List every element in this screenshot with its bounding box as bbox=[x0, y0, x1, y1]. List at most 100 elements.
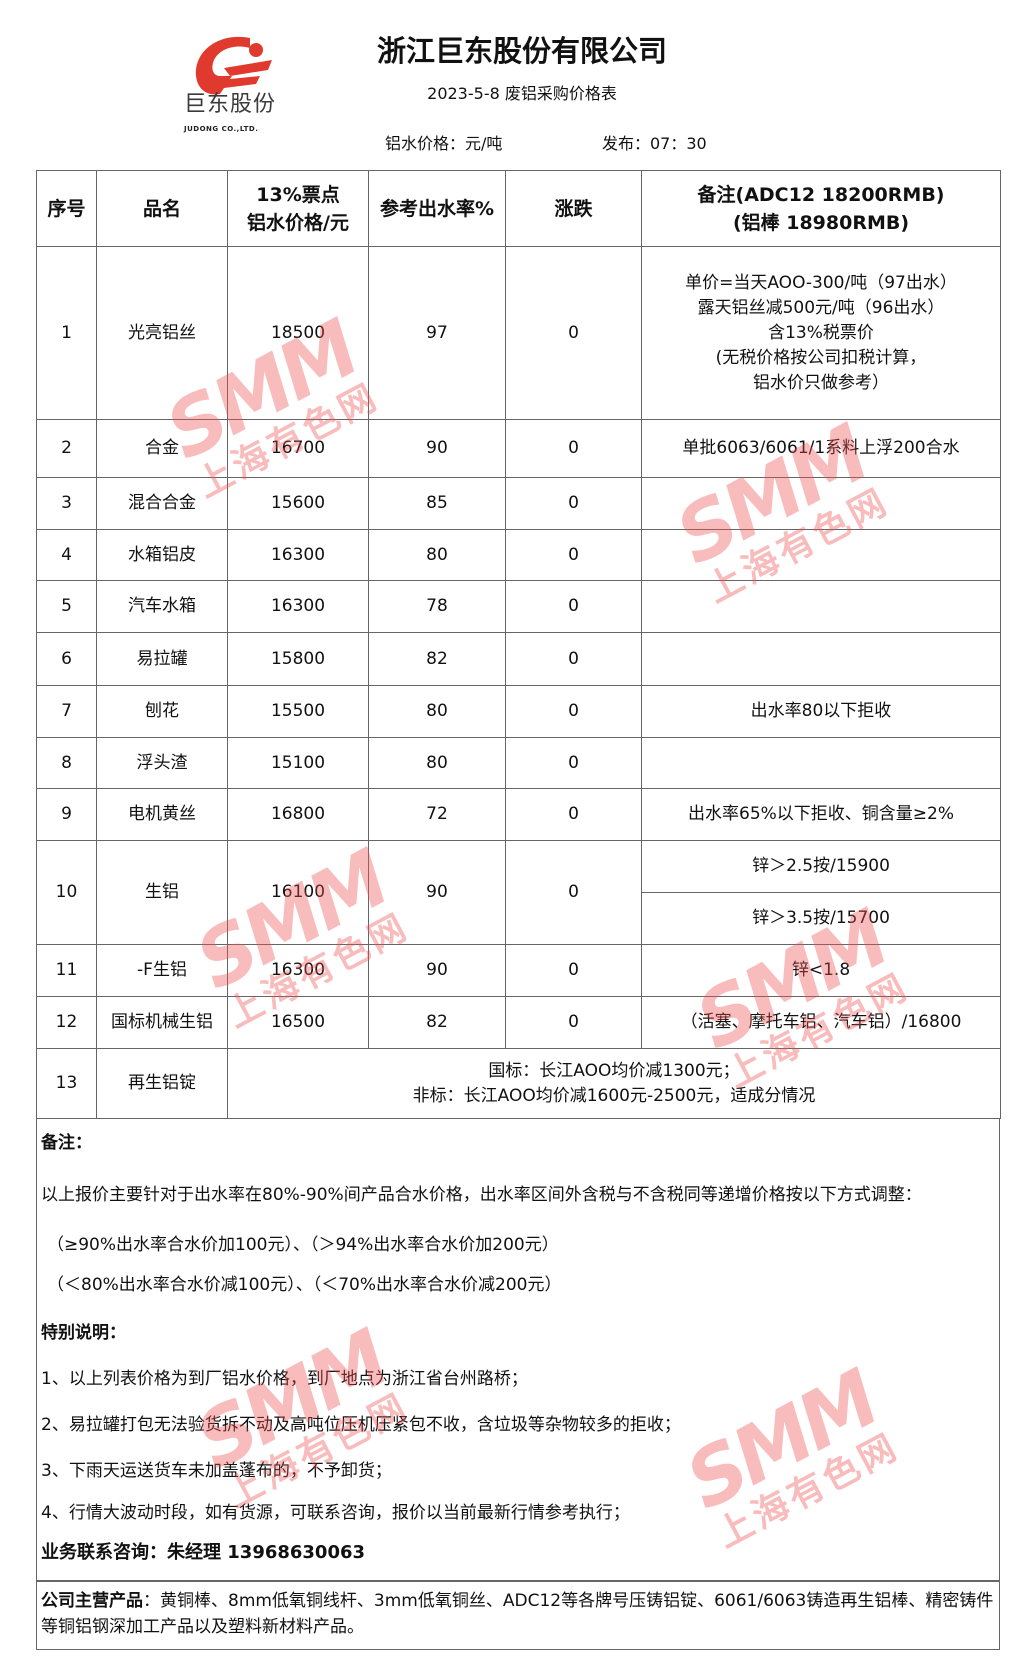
header-change: 涨跌 bbox=[505, 170, 642, 247]
cell-no: 13 bbox=[36, 1048, 97, 1119]
cell-name: 光亮铝丝 bbox=[96, 246, 228, 420]
company-products: 公司主营产品：黄铜棒、8mm低氧铜线杆、3mm低氧铜丝、ADC12等各牌号压铸铝… bbox=[36, 1581, 1000, 1650]
table-row: 5 汽车水箱 16300 78 0 bbox=[36, 580, 1001, 633]
cell-name: 电机黄丝 bbox=[96, 788, 228, 841]
cell-no: 10 bbox=[36, 840, 97, 945]
document-subtitle: 2023-5-8 废铝采购价格表 bbox=[427, 84, 617, 103]
cell-price: 16100 bbox=[227, 840, 369, 945]
cell-price: 16700 bbox=[227, 419, 369, 478]
special-title: 特别说明： bbox=[41, 1323, 126, 1343]
logo-text-en: JUDONG CO.,LTD. bbox=[184, 125, 259, 133]
cell-name: 合金 bbox=[96, 419, 228, 478]
cell-change: 0 bbox=[505, 944, 642, 997]
cell-rate: 80 bbox=[368, 529, 506, 581]
cell-name: 国标机械生铝 bbox=[96, 996, 228, 1049]
cell-price: 16500 bbox=[227, 996, 369, 1049]
cell-name: 混合合金 bbox=[96, 477, 228, 530]
cell-name: 汽车水箱 bbox=[96, 580, 228, 633]
cell-change: 0 bbox=[505, 685, 642, 738]
header-no: 序号 bbox=[36, 170, 97, 247]
notes-line: （＜80%出水率合水价减100元）、（＜70%出水率合水价减200元） bbox=[47, 1275, 562, 1295]
publish-time: 发布：07：30 bbox=[602, 134, 707, 153]
header-rate: 参考出水率% bbox=[368, 170, 506, 247]
cell-note: 锌<1.8 bbox=[641, 944, 1001, 997]
cell-change: 0 bbox=[505, 840, 642, 945]
cell-price: 16800 bbox=[227, 788, 369, 841]
cell-note: 出水率80以下拒收 bbox=[641, 685, 1001, 738]
table-row: 10 生铝 16100 90 0 锌＞2.5按/15900 bbox=[36, 840, 1001, 945]
price-table: 序号 品名 13%票点 铝水价格/元 参考出水率% 涨跌 备注(ADC12 18… bbox=[36, 170, 1001, 1119]
cell-rate: 72 bbox=[368, 788, 506, 841]
cell-rate: 90 bbox=[368, 944, 506, 997]
cell-merged-note: 国标：长江AOO均价减1300元； 非标：长江AOO均价减1600元-2500元… bbox=[227, 1048, 1001, 1119]
table-row: 12 国标机械生铝 16500 82 0 （活塞、摩托车铝、汽车铝）/16800 bbox=[36, 996, 1001, 1049]
special-item: 2、易拉罐打包无法验货拆不动及高吨位压机压紧包不收，含垃圾等杂物较多的拒收； bbox=[41, 1415, 681, 1435]
cell-name: 生铝 bbox=[96, 840, 228, 945]
table-row: 锌＞3.5按/15700 bbox=[37, 892, 1001, 945]
cell-name: 浮头渣 bbox=[96, 737, 228, 789]
cell-no: 3 bbox=[36, 477, 97, 530]
cell-note bbox=[641, 580, 1001, 633]
cell-change: 0 bbox=[505, 996, 642, 1049]
cell-no: 7 bbox=[36, 685, 97, 738]
notes-line: （≥90%出水率合水价加100元）、（＞94%出水率合水价加200元） bbox=[47, 1235, 559, 1255]
cell-no: 1 bbox=[36, 246, 97, 420]
cell-change: 0 bbox=[505, 529, 642, 581]
price-unit: 铝水价格：元/吨 bbox=[385, 134, 503, 153]
cell-no: 9 bbox=[36, 788, 97, 841]
cell-name: 易拉罐 bbox=[96, 632, 228, 686]
company-title: 浙江巨东股份有限公司 bbox=[376, 34, 667, 68]
notes-line: 以上报价主要针对于出水率在80%-90%间产品合水价格，出水率区间外含税与不含税… bbox=[41, 1185, 922, 1205]
products-label: 公司主营产品 bbox=[41, 1591, 143, 1611]
cell-no: 6 bbox=[36, 632, 97, 686]
cell-price: 15100 bbox=[227, 737, 369, 789]
table-row: 7 刨花 15500 80 0 出水率80以下拒收 bbox=[36, 685, 1001, 738]
cell-note bbox=[641, 529, 1001, 581]
table-row: 6 易拉罐 15800 82 0 bbox=[36, 632, 1001, 686]
cell-change: 0 bbox=[505, 737, 642, 789]
cell-price: 16300 bbox=[227, 529, 369, 581]
company-logo bbox=[195, 36, 272, 95]
header-note: 备注(ADC12 18200RMB) (铝棒 18980RMB) bbox=[641, 170, 1001, 247]
notes-section: 备注： 以上报价主要针对于出水率在80%-90%间产品合水价格，出水率区间外含税… bbox=[36, 1118, 1000, 1581]
table-row: 13 再生铝锭 国标：长江AOO均价减1300元； 非标：长江AOO均价减1600元… bbox=[36, 1048, 1001, 1119]
table-row: 11 -F生铝 16300 90 0 锌<1.8 bbox=[36, 944, 1001, 997]
cell-note: 锌＞3.5按/15700 bbox=[641, 892, 1001, 945]
cell-name: -F生铝 bbox=[96, 944, 228, 997]
table-row: 9 电机黄丝 16800 72 0 出水率65%以下拒收、铜含量≥2% bbox=[36, 788, 1001, 841]
notes-title: 备注： bbox=[41, 1133, 92, 1153]
cell-change: 0 bbox=[505, 632, 642, 686]
table-header-row: 序号 品名 13%票点 铝水价格/元 参考出水率% 涨跌 备注(ADC12 18… bbox=[36, 170, 1001, 247]
header-name: 品名 bbox=[96, 170, 228, 247]
cell-note: 锌＞2.5按/15900 bbox=[641, 840, 1001, 893]
cell-price: 15600 bbox=[227, 477, 369, 530]
cell-no: 5 bbox=[36, 580, 97, 633]
logo-text-cn: 巨东股份 bbox=[184, 92, 277, 117]
cell-rate: 82 bbox=[368, 996, 506, 1049]
table-row: 1 光亮铝丝 18500 97 0 单价=当天AOO-300/吨（97出水） 露天铝丝减5… bbox=[36, 246, 1001, 420]
special-item: 4、行情大波动时段，如有货源，可联系咨询，报价以当前最新行情参考执行； bbox=[41, 1503, 630, 1523]
table-row: 2 合金 16700 90 0 单批6063/6061/1系料上浮200合水 bbox=[36, 419, 1001, 478]
cell-no: 12 bbox=[36, 996, 97, 1049]
special-item: 3、下雨天运送货车未加盖蓬布的，不予卸货； bbox=[41, 1461, 392, 1481]
cell-price: 16300 bbox=[227, 944, 369, 997]
cell-rate: 90 bbox=[368, 419, 506, 478]
table-row: 3 混合合金 15600 85 0 bbox=[36, 477, 1001, 530]
cell-change: 0 bbox=[505, 246, 642, 420]
cell-rate: 82 bbox=[368, 632, 506, 686]
special-item: 1、以上列表价格为到厂铝水价格，到厂地点为浙江省台州路桥； bbox=[41, 1369, 528, 1389]
table-row: 8 浮头渣 15100 80 0 bbox=[36, 737, 1001, 789]
cell-note: 单批6063/6061/1系料上浮200合水 bbox=[641, 419, 1001, 478]
products-text: ：黄铜棒、8mm低氧铜线杆、3mm低氧铜丝、ADC12等各牌号压铸铝锭、6061… bbox=[41, 1591, 994, 1637]
cell-note: 单价=当天AOO-300/吨（97出水） 露天铝丝减500元/吨（96出水） 含… bbox=[641, 246, 1001, 420]
cell-price: 15500 bbox=[227, 685, 369, 738]
cell-rate: 78 bbox=[368, 580, 506, 633]
cell-change: 0 bbox=[505, 788, 642, 841]
contact-info: 业务联系咨询：朱经理 13968630063 bbox=[41, 1542, 366, 1563]
cell-note bbox=[641, 737, 1001, 789]
cell-rate: 80 bbox=[368, 685, 506, 738]
cell-no: 4 bbox=[36, 529, 97, 581]
cell-rate: 85 bbox=[368, 477, 506, 530]
cell-name: 水箱铝皮 bbox=[96, 529, 228, 581]
cell-change: 0 bbox=[505, 580, 642, 633]
